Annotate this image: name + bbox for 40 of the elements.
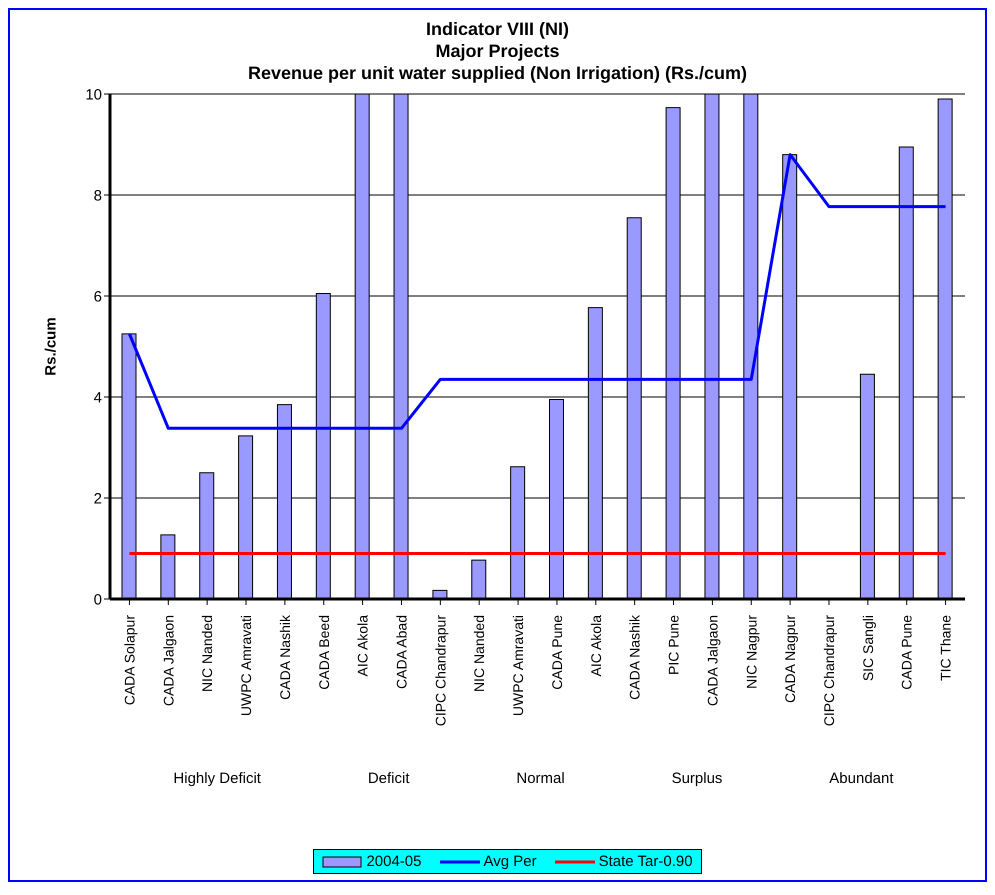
x-tick-label: UWPC Amravati xyxy=(238,615,254,716)
line-series xyxy=(128,153,948,430)
text: Surplus xyxy=(672,770,722,787)
legend-label: Avg Per xyxy=(482,853,537,870)
x-tick-label: NIC Nanded xyxy=(471,615,488,692)
y-tick-label: 8 xyxy=(94,187,102,204)
x-tick-label: NIC Nagpur xyxy=(743,614,760,689)
x-tick-label: CADA Beed xyxy=(316,615,332,690)
y-tick-label: 0 xyxy=(94,591,102,608)
y-tick-label: 4 xyxy=(94,389,102,406)
x-tick-label: CADA Jalgaon xyxy=(160,615,176,706)
chart-subtitle: Major Projects Revenue per unit water supplied (Non Irrigation) (Rs./cum) xyxy=(246,40,748,84)
x-tick-label: CADA Pune xyxy=(548,614,565,690)
legend-label: State Tar-0.90 xyxy=(598,853,693,870)
y-tick-label: 10 xyxy=(85,86,102,104)
text: Abundant xyxy=(829,770,894,787)
x-tick-label: AIC Akola xyxy=(588,614,604,676)
x-tick-label: CADA Pune xyxy=(898,614,915,690)
y-tick-label: 2 xyxy=(94,490,102,508)
y-tick-label: 6 xyxy=(94,288,102,306)
text: Highly Deficit xyxy=(173,770,261,787)
x-tick-label: CIPC Chandrapur xyxy=(820,614,837,726)
x-tick-label: NIC Nanded xyxy=(199,615,216,692)
x-tick-label: CADA Nashik xyxy=(276,614,293,700)
x-tick-label: CADA Nashik xyxy=(626,614,643,700)
text: Deficit xyxy=(368,770,410,787)
x-tick-label: AIC Akola xyxy=(354,614,371,676)
x-tick-label: SIC Sangli xyxy=(860,615,876,682)
x-tick-label: CADA Jalgaon xyxy=(704,615,720,706)
x-tick-label: CIPC Chandrapur xyxy=(432,614,448,726)
x-tick-label: TIC Thane xyxy=(938,614,954,681)
y-axis-title: Rs./cum xyxy=(42,317,60,376)
x-tick-label: CADA Abad xyxy=(393,615,410,689)
x-tick-label: PIC Pune xyxy=(666,614,682,675)
legend-label: 2004-05 xyxy=(365,853,422,870)
chart-title: Indicator VIII (NI) xyxy=(424,18,570,40)
x-tick-label: CADA Nagpur xyxy=(782,614,798,703)
text: Normal xyxy=(516,770,565,787)
x-tick-label: CADA Solapur xyxy=(121,614,138,706)
x-tick-label: UWPC Amravati xyxy=(510,615,526,716)
